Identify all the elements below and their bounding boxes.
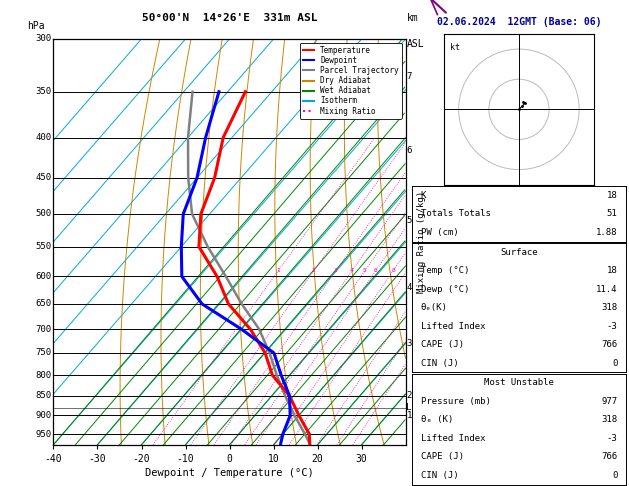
Legend: Temperature, Dewpoint, Parcel Trajectory, Dry Adiabat, Wet Adiabat, Isotherm, Mi: Temperature, Dewpoint, Parcel Trajectory… xyxy=(299,43,402,119)
Text: 4: 4 xyxy=(350,268,354,273)
Text: 500: 500 xyxy=(36,209,52,219)
Text: 300: 300 xyxy=(36,35,52,43)
Text: 350: 350 xyxy=(36,87,52,96)
Text: 650: 650 xyxy=(36,299,52,309)
Text: 8: 8 xyxy=(391,268,395,273)
Text: 766: 766 xyxy=(601,452,617,461)
Text: 02.06.2024  12GMT (Base: 06): 02.06.2024 12GMT (Base: 06) xyxy=(437,17,601,27)
Text: Mixing Ratio (g/kg): Mixing Ratio (g/kg) xyxy=(417,191,426,293)
Text: 5: 5 xyxy=(363,268,367,273)
Text: 450: 450 xyxy=(36,174,52,182)
Text: 318: 318 xyxy=(601,303,617,312)
Text: -3: -3 xyxy=(606,434,617,443)
Text: 3: 3 xyxy=(406,339,412,348)
Text: 3: 3 xyxy=(334,268,338,273)
Text: 5: 5 xyxy=(406,216,412,226)
Text: 2: 2 xyxy=(406,391,412,400)
Text: 700: 700 xyxy=(36,325,52,334)
Text: CAPE (J): CAPE (J) xyxy=(421,452,464,461)
Text: 4: 4 xyxy=(406,283,412,292)
Text: 600: 600 xyxy=(36,272,52,281)
Text: θₑ(K): θₑ(K) xyxy=(421,303,447,312)
Text: 11.4: 11.4 xyxy=(596,285,617,294)
Text: 950: 950 xyxy=(36,430,52,438)
Text: 977: 977 xyxy=(601,397,617,406)
Text: 6: 6 xyxy=(374,268,377,273)
Text: 0: 0 xyxy=(612,471,617,480)
Text: θₑ (K): θₑ (K) xyxy=(421,416,453,424)
Text: LCL: LCL xyxy=(406,403,423,412)
Text: 7: 7 xyxy=(406,72,412,81)
Text: 0: 0 xyxy=(612,359,617,367)
Text: 900: 900 xyxy=(36,411,52,420)
Text: Surface: Surface xyxy=(500,248,538,257)
Text: 6: 6 xyxy=(406,146,412,155)
Text: 850: 850 xyxy=(36,391,52,400)
Text: CIN (J): CIN (J) xyxy=(421,359,458,367)
Text: kt: kt xyxy=(450,43,460,52)
Text: 18: 18 xyxy=(606,266,617,275)
Text: 318: 318 xyxy=(601,416,617,424)
Text: Most Unstable: Most Unstable xyxy=(484,379,554,387)
Text: Lifted Index: Lifted Index xyxy=(421,322,485,330)
Text: Totals Totals: Totals Totals xyxy=(421,209,491,218)
Text: ASL: ASL xyxy=(406,39,424,49)
Text: 550: 550 xyxy=(36,242,52,251)
Text: 1: 1 xyxy=(276,268,280,273)
Text: 50°00'N  14°26'E  331m ASL: 50°00'N 14°26'E 331m ASL xyxy=(142,13,318,23)
Text: hPa: hPa xyxy=(27,21,45,31)
Text: 800: 800 xyxy=(36,371,52,380)
Text: K: K xyxy=(421,191,426,200)
X-axis label: Dewpoint / Temperature (°C): Dewpoint / Temperature (°C) xyxy=(145,468,314,478)
Text: km: km xyxy=(406,13,418,23)
Text: CIN (J): CIN (J) xyxy=(421,471,458,480)
Text: Lifted Index: Lifted Index xyxy=(421,434,485,443)
Text: 1.88: 1.88 xyxy=(596,228,617,237)
Text: 18: 18 xyxy=(606,191,617,200)
Text: PW (cm): PW (cm) xyxy=(421,228,458,237)
Text: 2: 2 xyxy=(312,268,316,273)
Text: Pressure (mb): Pressure (mb) xyxy=(421,397,491,406)
Text: 766: 766 xyxy=(601,340,617,349)
Text: -3: -3 xyxy=(606,322,617,330)
Text: 51: 51 xyxy=(606,209,617,218)
Text: Temp (°C): Temp (°C) xyxy=(421,266,469,275)
Text: Dewp (°C): Dewp (°C) xyxy=(421,285,469,294)
Text: 750: 750 xyxy=(36,348,52,358)
Text: 1: 1 xyxy=(406,411,412,420)
Text: CAPE (J): CAPE (J) xyxy=(421,340,464,349)
Text: 400: 400 xyxy=(36,133,52,142)
